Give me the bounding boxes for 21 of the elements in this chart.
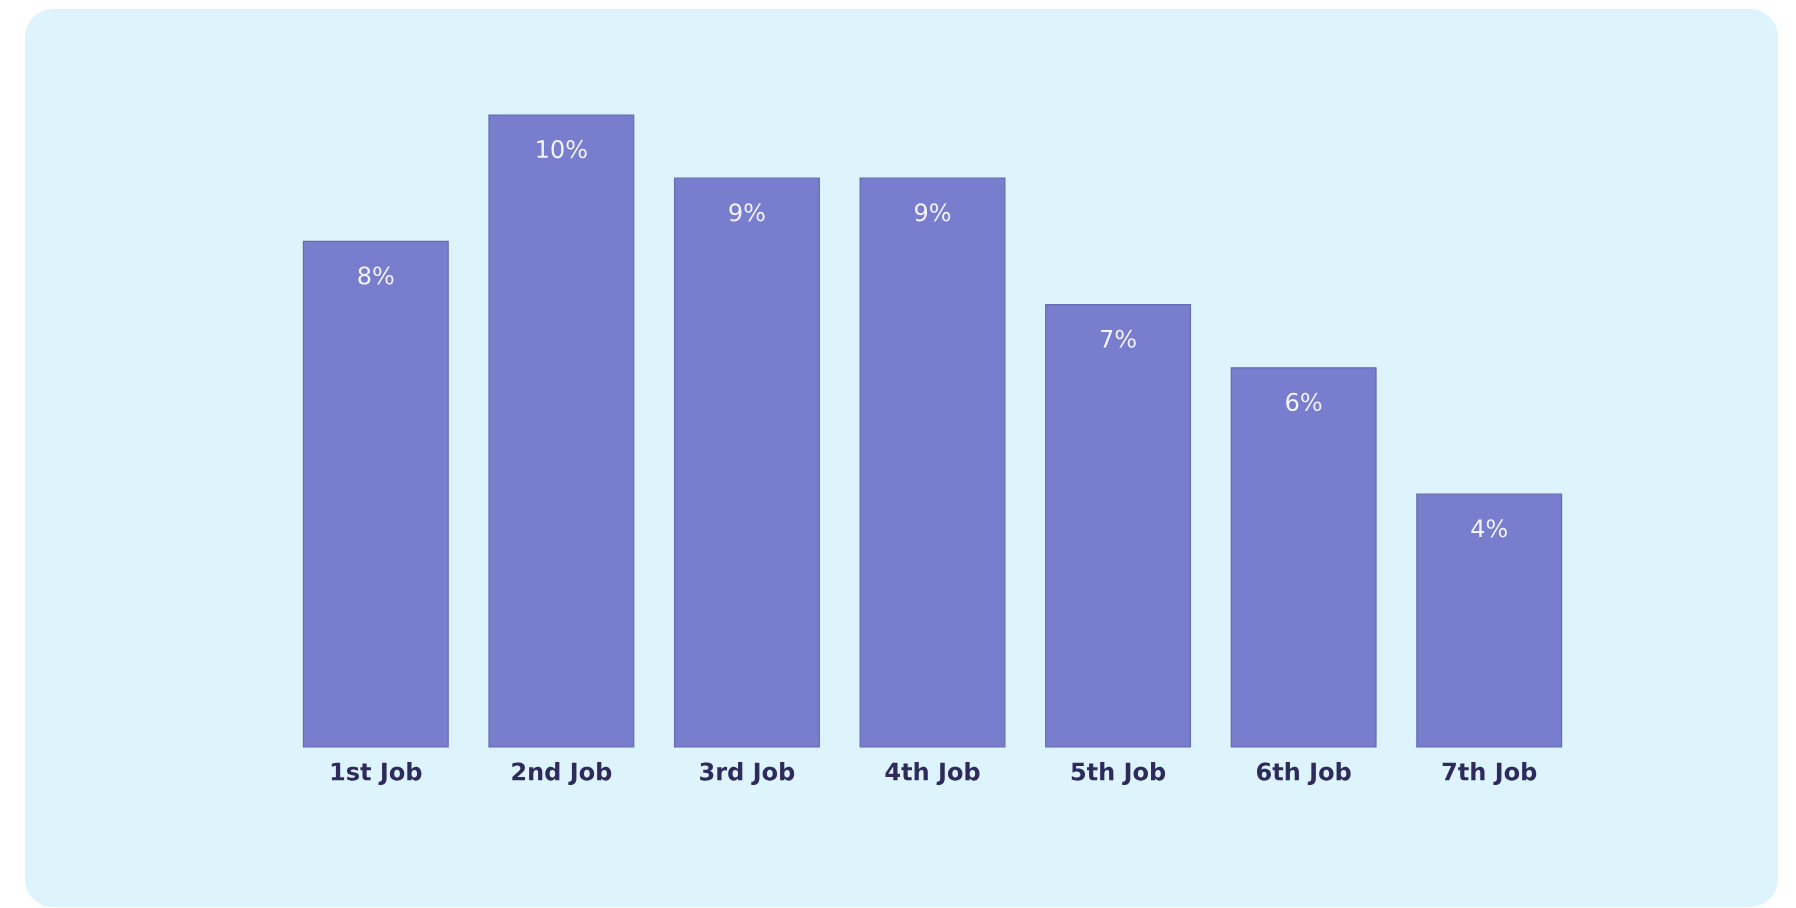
bar (1045, 303, 1192, 748)
data-label: 10% (537, 140, 587, 159)
x-tick-label: 1st Job (331, 762, 422, 786)
data-label: 6% (1286, 392, 1322, 412)
bar (302, 240, 449, 748)
data-label: 9% (914, 203, 951, 222)
x-tick-label: 3rd Job (700, 762, 795, 786)
x-tick-label: 4th Job (885, 762, 980, 786)
x-tick-label: 7th Job (1442, 762, 1537, 786)
data-label: 8% (358, 266, 394, 285)
data-label: 4% (1471, 519, 1507, 538)
x-tick-label: 6th Job (1257, 762, 1351, 786)
bar (1416, 493, 1563, 748)
x-tick-label: 5th Job (1071, 762, 1166, 786)
data-label: 9% (729, 203, 765, 222)
data-label: 7% (1101, 329, 1136, 348)
bar (488, 114, 635, 748)
bar (673, 177, 820, 748)
bar (859, 177, 1006, 748)
x-tick-label: 2nd Job (512, 762, 612, 786)
bar (1230, 367, 1377, 748)
